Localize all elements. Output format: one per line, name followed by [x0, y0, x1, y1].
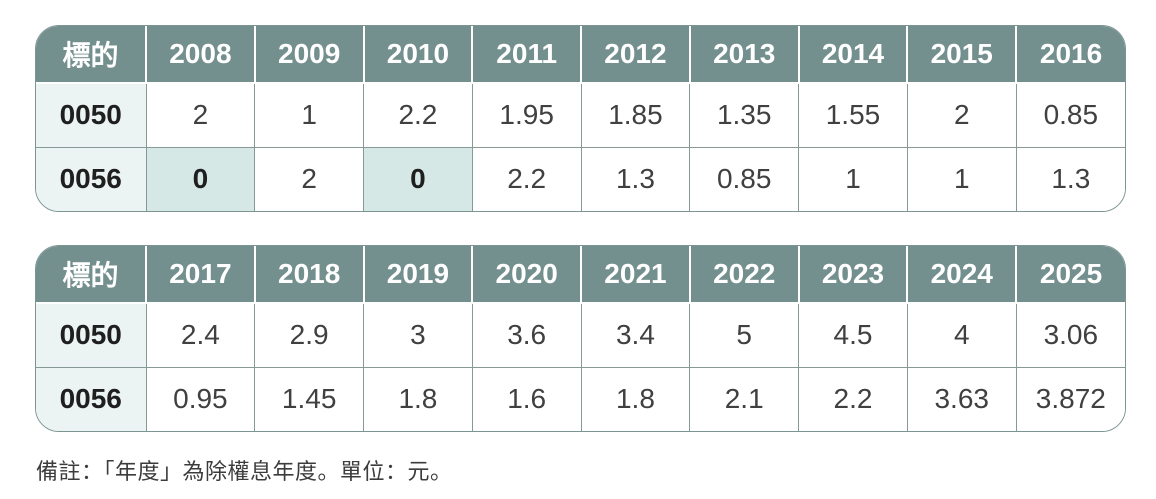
value-cell: 1.8 [363, 366, 473, 431]
table-row: 0050 2 1 2.2 1.95 1.85 1.35 1.55 2 0.85 [36, 82, 1125, 147]
row-label: 0050 [36, 302, 146, 367]
value-cell: 2 [145, 82, 255, 147]
header-cell-year: 2008 [145, 26, 255, 84]
header-cell-year: 2024 [906, 246, 1017, 304]
value-cell: 1.8 [580, 366, 690, 431]
header-cell-year: 2013 [688, 26, 799, 84]
table-row: 0056 0.95 1.45 1.8 1.6 1.8 2.1 2.2 3.63 3.872 [36, 366, 1125, 431]
table-header: 標的 2017 2018 2019 2020 2021 2022 2023 2024 2025 [36, 246, 1125, 304]
header-row: 標的 2017 2018 2019 2020 2021 2022 2023 2024 2025 [36, 246, 1125, 304]
header-cell-year: 2011 [471, 26, 582, 84]
table-2017-2025: 標的 2017 2018 2019 2020 2021 2022 2023 2024 2025 0… [36, 246, 1125, 431]
value-cell: 1.3 [1015, 146, 1125, 211]
value-cell: 0.85 [689, 146, 799, 211]
header-cell-year: 2025 [1015, 246, 1125, 304]
value-cell: 1 [906, 146, 1017, 211]
header-cell-year: 2016 [1015, 26, 1125, 84]
value-cell: 1 [254, 82, 364, 147]
value-cell: 3 [363, 302, 473, 367]
row-label: 0056 [36, 366, 146, 431]
dividend-table-2017-2025: 標的 2017 2018 2019 2020 2021 2022 2023 2024 2025 0… [35, 245, 1126, 432]
value-cell: 4.5 [798, 302, 908, 367]
header-cell-year: 2010 [362, 26, 473, 84]
header-cell-year: 2022 [688, 246, 799, 304]
value-cell: 3.4 [580, 302, 690, 367]
header-cell-year: 2023 [797, 246, 908, 304]
table-body: 0050 2 1 2.2 1.95 1.85 1.35 1.55 2 0.85 0056 0 2 0 2.2… [36, 82, 1125, 211]
value-cell: 2 [254, 146, 364, 211]
value-cell: 2.1 [689, 366, 799, 431]
value-cell: 2.2 [471, 146, 582, 211]
header-cell-target: 標的 [36, 26, 146, 84]
value-cell: 3.6 [471, 302, 582, 367]
value-cell: 1.6 [471, 366, 582, 431]
dividend-table-2008-2016: 標的 2008 2009 2010 2011 2012 2013 2014 2015 2016 0… [35, 25, 1126, 212]
value-cell: 4 [906, 302, 1017, 367]
value-cell: 1 [798, 146, 908, 211]
value-cell: 5 [689, 302, 799, 367]
table-2008-2016: 標的 2008 2009 2010 2011 2012 2013 2014 2015 2016 0… [36, 26, 1125, 211]
table-row: 0050 2.4 2.9 3 3.6 3.4 5 4.5 4 3.06 [36, 302, 1125, 367]
header-cell-year: 2012 [580, 26, 690, 84]
footnote: 備註：「年度」為除權息年度。單位：元。 [36, 459, 453, 484]
value-cell: 1.85 [580, 82, 690, 147]
value-cell: 3.872 [1015, 366, 1125, 431]
row-label: 0050 [36, 82, 146, 147]
value-cell: 3.63 [906, 366, 1017, 431]
value-cell: 1.3 [580, 146, 690, 211]
row-label: 0056 [36, 146, 146, 211]
value-cell: 1.95 [471, 82, 582, 147]
value-cell: 0.95 [145, 366, 255, 431]
value-cell: 2 [906, 82, 1017, 147]
header-cell-target: 標的 [36, 246, 146, 304]
value-cell: 0 [145, 146, 255, 211]
header-cell-year: 2018 [253, 246, 364, 304]
value-cell: 1.55 [798, 82, 908, 147]
table-body: 0050 2.4 2.9 3 3.6 3.4 5 4.5 4 3.06 0056 0.95 1.45 1.… [36, 302, 1125, 431]
header-cell-year: 2015 [906, 26, 1017, 84]
table-header: 標的 2008 2009 2010 2011 2012 2013 2014 2015 2016 [36, 26, 1125, 84]
header-cell-year: 2009 [253, 26, 364, 84]
value-cell: 2.2 [798, 366, 908, 431]
header-row: 標的 2008 2009 2010 2011 2012 2013 2014 2015 2016 [36, 26, 1125, 84]
header-cell-year: 2021 [580, 246, 690, 304]
value-cell: 0.85 [1015, 82, 1125, 147]
value-cell: 2.4 [145, 302, 255, 367]
header-cell-year: 2019 [362, 246, 473, 304]
value-cell: 2.2 [363, 82, 473, 147]
header-cell-year: 2014 [797, 26, 908, 84]
header-cell-year: 2020 [471, 246, 582, 304]
header-cell-year: 2017 [145, 246, 255, 304]
table-row: 0056 0 2 0 2.2 1.3 0.85 1 1 1.3 [36, 146, 1125, 211]
dividend-tables-page: 標的 2008 2009 2010 2011 2012 2013 2014 2015 2016 0… [35, 25, 1126, 484]
value-cell: 1.45 [254, 366, 364, 431]
value-cell: 0 [363, 146, 473, 211]
value-cell: 1.35 [689, 82, 799, 147]
value-cell: 2.9 [254, 302, 364, 367]
value-cell: 3.06 [1015, 302, 1125, 367]
